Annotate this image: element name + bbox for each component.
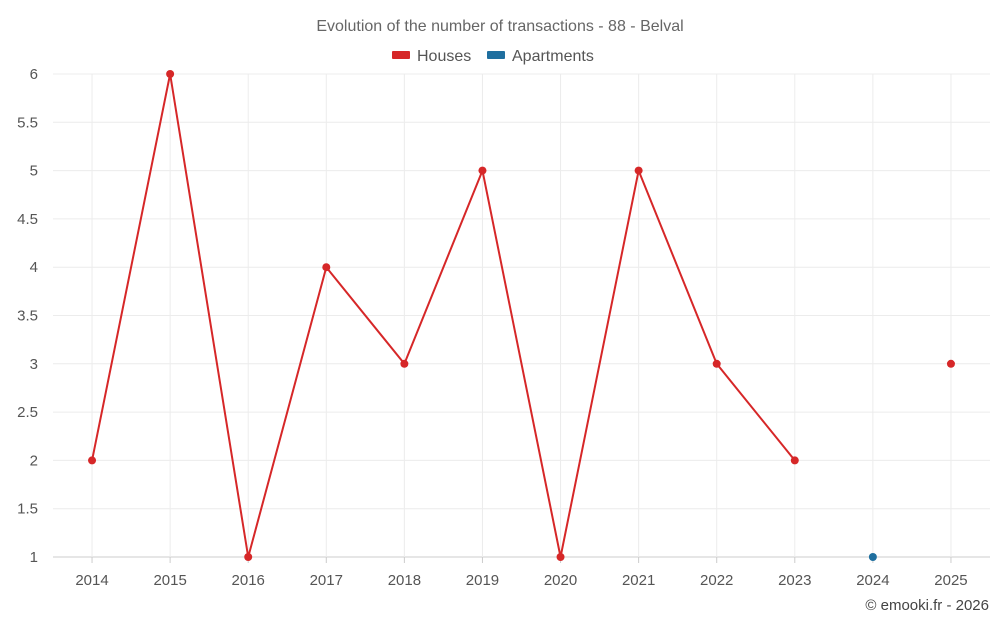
y-tick-label: 4.5 <box>17 211 38 228</box>
x-axis-ticks: 2014 2015 2016 2017 2018 2019 2020 2021 2022 2023… <box>75 572 967 589</box>
y-tick-label: 1 <box>30 549 38 566</box>
houses-point-2018[interactable] <box>400 359 409 368</box>
chart-title: Evolution of the number of transactions … <box>316 18 683 35</box>
y-tick-label: 3.5 <box>17 308 38 325</box>
x-tick-label: 2021 <box>622 572 655 589</box>
legend-label-apartments[interactable]: Apartments <box>512 48 594 65</box>
x-tick-label: 2017 <box>310 572 343 589</box>
series-lines <box>91 73 796 558</box>
legend-label-houses[interactable]: Houses <box>417 48 471 65</box>
houses-point-2019[interactable] <box>478 166 487 175</box>
y-tick-label: 2 <box>30 452 38 469</box>
x-tick-label: 2019 <box>466 572 499 589</box>
x-tick-label: 2025 <box>934 572 967 589</box>
series-points <box>88 70 955 561</box>
houses-point-2021[interactable] <box>634 166 643 175</box>
x-tick-label: 2023 <box>778 572 811 589</box>
legend-swatch-houses <box>392 51 410 59</box>
x-tick-label: 2016 <box>232 572 265 589</box>
houses-point-2015[interactable] <box>166 70 175 78</box>
houses-point-2016[interactable] <box>244 553 253 561</box>
x-tick-label: 2022 <box>700 572 733 589</box>
houses-point-2025[interactable] <box>946 359 955 368</box>
x-tick-label: 2024 <box>856 572 889 589</box>
x-tick-label: 2018 <box>388 572 421 589</box>
x-tick-label: 2020 <box>544 572 577 589</box>
y-tick-label: 5 <box>30 163 38 180</box>
y-axis-ticks: 1 1.5 2 2.5 3 3.5 4 4.5 5 5.5 6 <box>17 66 38 566</box>
credit-text: © emooki.fr - 2026 <box>865 597 989 614</box>
y-tick-label: 2.5 <box>17 404 38 421</box>
houses-point-2014[interactable] <box>88 456 97 465</box>
x-tick-label: 2015 <box>153 572 186 589</box>
legend-swatch-apartments <box>487 51 505 59</box>
grid <box>53 73 990 563</box>
houses-point-2022[interactable] <box>712 359 721 368</box>
x-tick-label: 2014 <box>75 572 108 589</box>
y-tick-label: 6 <box>30 66 38 83</box>
y-tick-label: 3 <box>30 356 38 373</box>
y-tick-label: 5.5 <box>17 114 38 131</box>
houses-point-2017[interactable] <box>322 263 331 272</box>
houses-line <box>91 73 796 558</box>
legend: Houses Apartments <box>392 48 594 65</box>
houses-point-2020[interactable] <box>556 553 565 561</box>
apartments-point-2024[interactable] <box>868 553 877 561</box>
y-tick-label: 4 <box>30 259 38 276</box>
houses-point-2023[interactable] <box>790 456 799 465</box>
y-tick-label: 1.5 <box>17 501 38 518</box>
